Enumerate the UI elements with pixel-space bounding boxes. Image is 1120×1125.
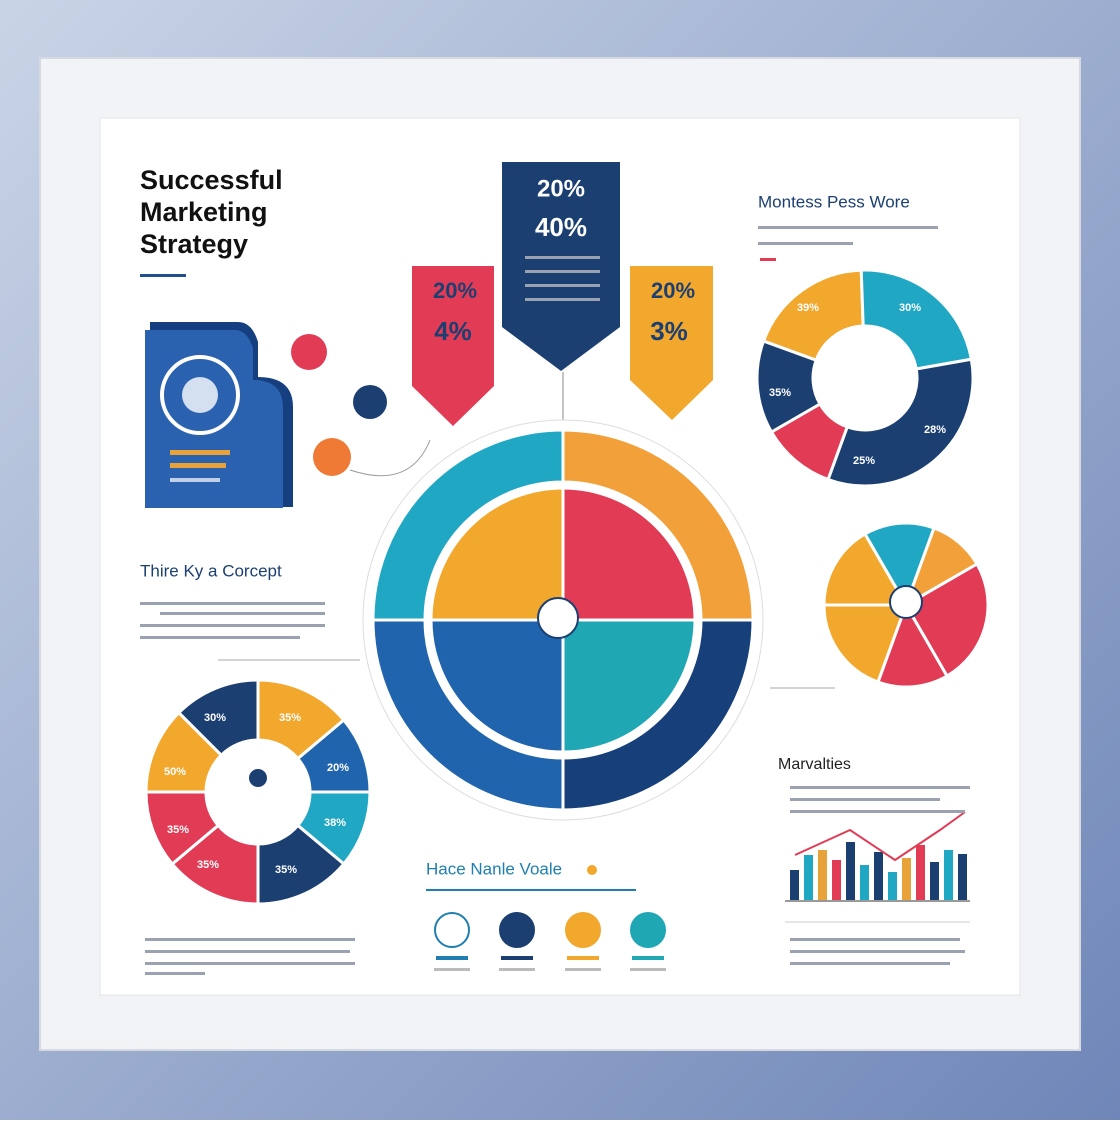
- value-icon: [630, 912, 666, 948]
- text-placeholder: [170, 478, 220, 482]
- text-placeholder: [501, 956, 533, 960]
- ring-segment: [755, 339, 823, 435]
- value-icon: [434, 912, 470, 948]
- text-placeholder: [790, 786, 970, 789]
- text-placeholder: [140, 636, 300, 639]
- folder-emblem: [160, 355, 240, 435]
- ring-segment: [371, 618, 565, 812]
- text-placeholder: [525, 256, 600, 259]
- connector: [349, 439, 431, 477]
- value-icon: [565, 912, 601, 948]
- banner-value: 40%: [535, 212, 587, 242]
- text-placeholder: [145, 950, 350, 953]
- bar: [818, 850, 827, 900]
- bar: [958, 854, 967, 900]
- pie-label: 25%: [853, 455, 875, 467]
- text-placeholder: [140, 624, 325, 627]
- text-placeholder: [630, 968, 666, 971]
- pie-label: 39%: [797, 302, 819, 314]
- bar: [790, 870, 799, 900]
- title-underline: [140, 274, 186, 277]
- banner-value: 4%: [434, 316, 472, 346]
- map-pin: [249, 769, 267, 787]
- pie-label: 20%: [327, 762, 349, 774]
- text-placeholder: [145, 938, 355, 941]
- pie-label: 35%: [279, 712, 301, 724]
- bar: [944, 850, 953, 900]
- title-line: Successful: [140, 165, 283, 195]
- ring-segment: [561, 618, 755, 812]
- text-placeholder: [790, 810, 965, 813]
- text-placeholder: [436, 956, 468, 960]
- pie-hub: [889, 585, 923, 619]
- banner: [412, 266, 494, 426]
- section-heading: Montess Pess Wore: [758, 192, 910, 211]
- banner-value: 3%: [650, 316, 688, 346]
- text-placeholder: [434, 968, 470, 971]
- pie-label: 30%: [899, 302, 921, 314]
- bar: [846, 842, 855, 900]
- text-placeholder: [525, 270, 600, 273]
- value-icon: [499, 912, 535, 948]
- pie-label: 35%: [275, 864, 297, 876]
- text-placeholder: [145, 972, 205, 975]
- icon-badge: [353, 385, 387, 419]
- icon-badge: [291, 334, 327, 370]
- text-placeholder: [145, 962, 355, 965]
- pie-label: 38%: [324, 817, 346, 829]
- banner: [630, 266, 713, 420]
- text-placeholder: [525, 298, 600, 301]
- bar: [860, 865, 869, 900]
- bar: [874, 852, 883, 900]
- banner-value: 20%: [433, 278, 477, 303]
- banner: [502, 162, 620, 371]
- text-placeholder: [565, 968, 601, 971]
- pie-label: 35%: [167, 824, 189, 836]
- wheel-hub: [537, 597, 579, 639]
- text-placeholder: [790, 950, 965, 953]
- section-heading: Hace Nanle Voale: [426, 859, 562, 878]
- ring-segment: [859, 268, 974, 371]
- accent: [760, 258, 776, 261]
- banner-value: 20%: [537, 175, 585, 202]
- text-placeholder: [758, 242, 853, 245]
- icon-badge: [313, 438, 351, 476]
- pie-label: 35%: [769, 387, 791, 399]
- pie-label: 50%: [164, 766, 186, 778]
- title-line: Marketing: [140, 197, 268, 227]
- bar: [916, 845, 925, 900]
- text-placeholder: [790, 938, 960, 941]
- text-placeholder: [525, 284, 600, 287]
- pie-label: 35%: [197, 859, 219, 871]
- text-placeholder: [790, 798, 940, 801]
- text-placeholder: [790, 962, 950, 965]
- banner-value: 20%: [651, 278, 695, 303]
- section-heading: Thire Ky a Corcept: [140, 561, 282, 580]
- accent: [587, 865, 597, 875]
- text-placeholder: [160, 612, 325, 615]
- pie-label: 30%: [204, 712, 226, 724]
- bar: [804, 855, 813, 900]
- text-placeholder: [140, 602, 325, 605]
- pie-label: 28%: [924, 424, 946, 436]
- section-heading: Marvalties: [778, 756, 851, 773]
- bar: [930, 862, 939, 900]
- ring-segment: [826, 357, 975, 488]
- ring-segment: [144, 710, 224, 794]
- text-placeholder: [632, 956, 664, 960]
- text-placeholder: [758, 226, 938, 229]
- bar: [832, 860, 841, 900]
- title-line: Strategy: [140, 229, 248, 259]
- folder-emblem: [182, 377, 218, 413]
- bar: [902, 858, 911, 900]
- text-placeholder: [567, 956, 599, 960]
- bar: [888, 872, 897, 900]
- text-placeholder: [499, 968, 535, 971]
- text-placeholder: [170, 450, 230, 455]
- text-placeholder: [170, 463, 226, 468]
- trend-line: [794, 811, 966, 862]
